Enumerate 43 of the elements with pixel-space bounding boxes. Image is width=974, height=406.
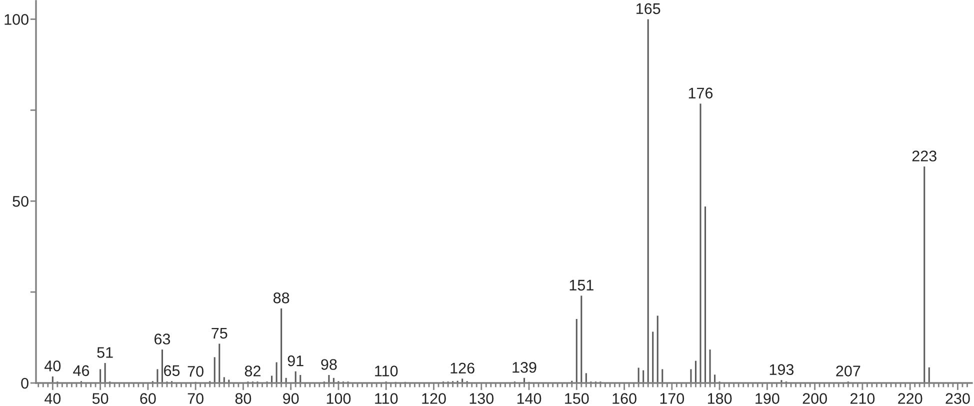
annotation: 91	[288, 355, 304, 366]
x-tick-label: 50	[92, 393, 108, 404]
x-tick-label: 80	[235, 393, 252, 404]
annotation: 63	[154, 334, 170, 344]
x-tick-label: 230	[946, 393, 970, 404]
annotation: 151	[570, 280, 594, 291]
annotation: 139	[512, 362, 536, 373]
x-tick-label: 60	[140, 393, 156, 404]
annotation: 75	[212, 328, 228, 339]
x-tick-label: 130	[470, 393, 494, 404]
annotation: 98	[321, 359, 337, 370]
annotation: 165	[636, 3, 660, 14]
x-tick-label: 160	[612, 393, 636, 404]
annotation: 82	[244, 366, 260, 376]
annotation: 176	[688, 88, 713, 98]
annotation: 70	[188, 366, 204, 377]
x-tick-label: 200	[802, 393, 827, 404]
annotation: 126	[450, 362, 474, 374]
annotation: 223	[912, 150, 936, 162]
x-tick-label: 90	[283, 393, 299, 404]
annotation: 193	[770, 364, 794, 375]
x-tick-label: 150	[565, 393, 589, 404]
y-tick-label: 0	[21, 378, 28, 389]
x-tick-label: 170	[660, 393, 684, 404]
x-tick-label: 220	[898, 393, 922, 404]
y-tick-label: 50	[12, 196, 28, 207]
annotation: 207	[836, 366, 860, 376]
x-tick-label: 190	[756, 393, 780, 404]
x-tick-label: 120	[422, 393, 446, 404]
x-tick-label: 180	[708, 393, 732, 404]
y-tick-label: 100	[4, 14, 28, 25]
annotation: 40	[44, 360, 61, 372]
x-tick-label: 210	[850, 393, 875, 404]
annotation: 88	[273, 292, 290, 304]
x-tick-label: 110	[375, 393, 398, 404]
x-tick-label: 40	[44, 393, 61, 404]
annotation: 65	[164, 365, 180, 376]
annotation: 46	[73, 365, 90, 376]
x-tick-label: 70	[188, 393, 204, 404]
x-tick-label: 140	[517, 393, 542, 404]
annotation: 51	[97, 347, 113, 358]
x-tick-label: 100	[326, 393, 351, 404]
annotation: 110	[375, 366, 398, 376]
